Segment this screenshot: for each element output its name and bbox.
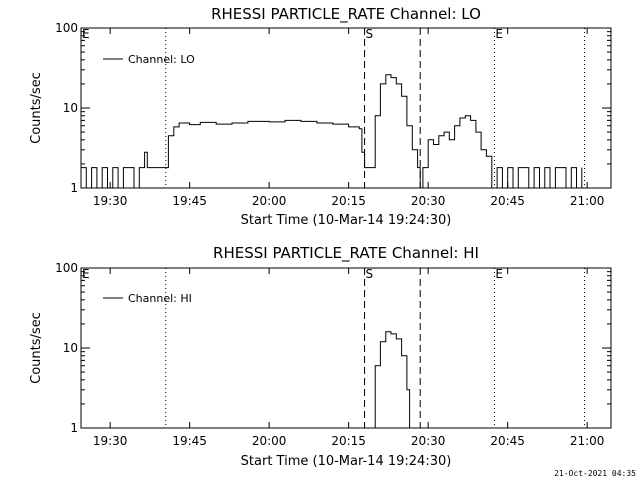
marker-label-e: E	[82, 267, 90, 281]
marker-label-e: E	[495, 27, 503, 41]
x-tick-label: 19:45	[172, 194, 207, 208]
y-tick-label: 10	[63, 101, 78, 115]
panel-hi-yticks: 1 10 100	[55, 261, 611, 435]
marker-label-s: S	[366, 27, 374, 41]
panel-hi-xticks: 19:30 19:45 20:00 20:15 20:30 20:45 21:00	[93, 268, 605, 448]
x-tick-label: 20:45	[490, 194, 525, 208]
panel-hi: RHESSI PARTICLE_RATE Channel: HI E S E 19:…	[29, 244, 612, 469]
panel-hi-title: RHESSI PARTICLE_RATE Channel: HI	[213, 244, 479, 263]
y-tick-label: 100	[55, 21, 78, 35]
panel-lo-ylabel: Counts/sec	[29, 72, 44, 144]
x-tick-label: 19:30	[93, 434, 128, 448]
generation-timestamp: 21-Oct-2021 04:35	[554, 469, 636, 478]
series-line-channel-lo	[81, 74, 583, 189]
marker-label-e: E	[495, 267, 503, 281]
panel-hi-ylabel: Counts/sec	[29, 312, 44, 384]
panel-lo-plot-frame	[80, 27, 612, 189]
panel-lo-xticks: 19:30 19:45 20:00 20:15 20:30 20:45 21:00	[93, 28, 605, 208]
x-tick-label: 21:00	[570, 434, 605, 448]
series-line-channel-hi	[369, 331, 411, 429]
y-tick-label: 10	[63, 341, 78, 355]
x-tick-label: 20:00	[252, 194, 287, 208]
panel-hi-xlabel: Start Time (10-Mar-14 19:24:30)	[241, 454, 452, 469]
x-tick-label: 20:00	[252, 434, 287, 448]
x-tick-label: 19:45	[172, 434, 207, 448]
x-tick-label: 19:30	[93, 194, 128, 208]
y-tick-label: 100	[55, 261, 78, 275]
legend-label-hi: Channel: HI	[128, 292, 192, 305]
panel-lo: RHESSI PARTICLE_RATE Channel: LO E S E 19:…	[29, 5, 612, 228]
panel-lo-yticks: 1 10 100	[55, 21, 611, 195]
marker-label-s: S	[366, 267, 374, 281]
x-tick-label: 20:30	[411, 194, 446, 208]
x-tick-label: 20:15	[331, 434, 366, 448]
x-tick-label: 20:45	[490, 434, 525, 448]
marker-label-e: E	[82, 27, 90, 41]
panel-lo-title: RHESSI PARTICLE_RATE Channel: LO	[211, 5, 481, 24]
x-tick-label: 21:00	[570, 194, 605, 208]
y-tick-label: 1	[70, 421, 78, 435]
x-tick-label: 20:30	[411, 434, 446, 448]
panel-lo-xlabel: Start Time (10-Mar-14 19:24:30)	[241, 213, 452, 228]
x-tick-label: 20:15	[331, 194, 366, 208]
legend-label-lo: Channel: LO	[128, 53, 195, 66]
y-tick-label: 1	[70, 181, 78, 195]
